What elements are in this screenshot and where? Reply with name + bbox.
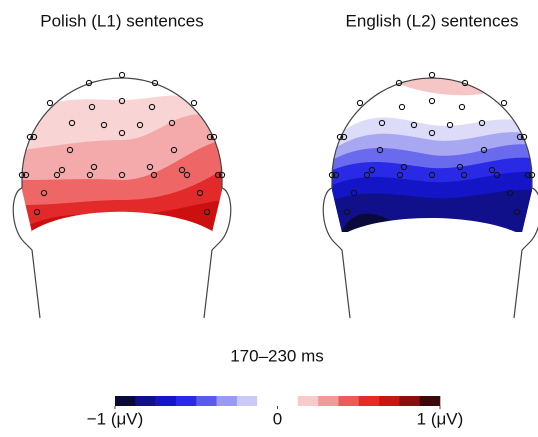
electrode (350, 189, 358, 197)
electrode (400, 163, 408, 171)
electrode (118, 71, 126, 79)
electrode (148, 103, 156, 111)
colorbar-segment (135, 396, 156, 406)
electrode (151, 79, 159, 87)
electrode (356, 99, 364, 107)
colorbar-tick-label: −1 (μV) (87, 409, 144, 428)
electrode (146, 163, 154, 171)
electrode (203, 208, 211, 216)
colorbar-segment (257, 396, 278, 406)
time-window: 170–230 ms (230, 346, 324, 365)
colorbar-segment (115, 396, 136, 406)
electrode (528, 171, 536, 179)
electrode (506, 189, 514, 197)
electrode (30, 133, 38, 141)
colorbar: −1 (μV) 0 1 (μV) (87, 396, 464, 428)
electrode (332, 171, 340, 179)
electrode (178, 166, 186, 174)
electrode (86, 171, 94, 179)
electrode (100, 121, 108, 129)
electrode (363, 171, 371, 179)
electrode (196, 189, 204, 197)
electrode (343, 208, 351, 216)
electrode (85, 79, 93, 87)
electrode (428, 71, 436, 79)
electrode (500, 99, 508, 107)
colorbar-segment (277, 396, 299, 406)
head-map (322, 71, 538, 319)
electrode (328, 171, 336, 179)
colorbar-segment (297, 396, 319, 406)
electrode (520, 133, 528, 141)
electrode (340, 133, 348, 141)
electrode (170, 146, 178, 154)
colorbar-segment (379, 396, 400, 406)
electrode (33, 208, 41, 216)
electrode (58, 166, 66, 174)
electrode (460, 171, 468, 179)
electrode (488, 166, 496, 174)
electrode (516, 133, 524, 141)
panel-title: English (L2) sentences (346, 11, 519, 30)
electrode (398, 103, 406, 111)
colorbar-segment (155, 396, 177, 406)
electrode (478, 119, 486, 127)
electrode (513, 208, 521, 216)
electrode (378, 119, 386, 127)
electrode (368, 166, 376, 174)
electrode (206, 133, 214, 141)
electrode (168, 119, 176, 127)
colorbar-segment (236, 396, 258, 406)
electrode (428, 129, 436, 137)
electrode (524, 171, 532, 179)
electrode (396, 171, 404, 179)
electrode (53, 171, 61, 179)
electrode (376, 146, 384, 154)
electrode (90, 163, 98, 171)
electrode (118, 171, 126, 179)
colorbar-segment (318, 396, 339, 406)
colorbar-segment (216, 396, 238, 406)
electrode (190, 99, 198, 107)
colorbar-segment (399, 396, 420, 406)
electrode (410, 121, 418, 129)
electrode (118, 129, 126, 137)
electrode (118, 97, 126, 105)
electrode (458, 103, 466, 111)
colorbar-segment (358, 396, 380, 406)
electrode (68, 119, 76, 127)
electrode (210, 133, 218, 141)
colorbar-tick-label: 0 (273, 409, 282, 428)
electrode (480, 146, 488, 154)
electrode (88, 103, 96, 111)
electrode (136, 121, 144, 129)
electrode (46, 99, 54, 107)
electrode (66, 146, 74, 154)
colorbar-tick-label: 1 (μV) (417, 409, 464, 428)
electrode (150, 171, 158, 179)
electrode (214, 171, 222, 179)
colorbar-segment (196, 396, 217, 406)
electrode (22, 171, 30, 179)
electrode (395, 79, 403, 87)
electrode (461, 79, 469, 87)
electrode (428, 171, 436, 179)
colorbar-segment (338, 396, 360, 406)
electrode (40, 189, 48, 197)
electrode (336, 133, 344, 141)
electrode (428, 97, 436, 105)
electrode (26, 133, 34, 141)
electrode (456, 163, 464, 171)
electrode (446, 121, 454, 129)
electrode (218, 171, 226, 179)
electrode (18, 171, 26, 179)
electrode (183, 171, 191, 179)
panel-title: Polish (L1) sentences (40, 11, 203, 30)
colorbar-segment (419, 396, 441, 406)
head-map (12, 71, 232, 319)
electrode (493, 171, 501, 179)
colorbar-segment (175, 396, 197, 406)
